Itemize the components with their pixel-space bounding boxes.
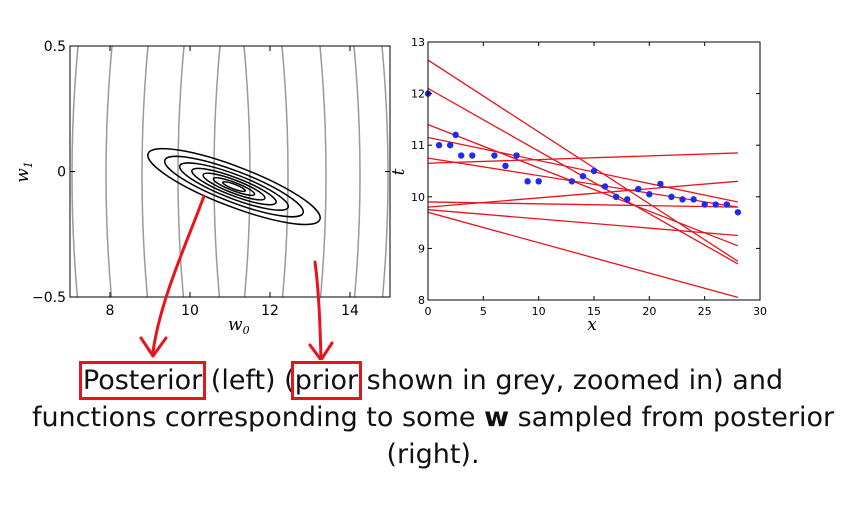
data-points [424,90,742,216]
posterior-contour [178,162,290,211]
posterior-samples-chart: 0 5 10 15 20 25 30 8 9 10 11 12 13 x t [389,36,767,335]
y-tick-label: 0 [57,165,66,181]
y-tick-label: 0.5 [44,39,66,55]
posterior-contour [147,147,321,226]
x-tick-label: 14 [341,303,359,319]
data-point [579,172,587,180]
prior-contour [281,46,289,297]
posterior-arrow [139,194,206,358]
prior-contour [319,46,327,297]
posterior-contour-chart: 8 10 12 14 −0.5 0 0.5 w0 w1 [13,39,391,337]
data-point [590,167,598,175]
posterior-contour [222,180,246,193]
x-tick-label: 0 [425,305,432,318]
data-point [701,201,708,208]
sample-lines [428,59,739,299]
data-point [446,142,454,149]
data-point [458,152,465,159]
x-tick-label: 10 [532,305,546,318]
y-tick-label: 11 [411,139,425,152]
left-axis-ticks: 8 10 12 14 −0.5 0 0.5 [32,39,390,319]
sample-line [428,123,739,247]
data-point [712,201,719,208]
data-point [679,196,686,203]
data-point [612,193,620,200]
y-tick-label: 12 [411,88,425,101]
posterior-contour [202,172,266,201]
left-ylabel: w1 [13,161,35,183]
sample-line [428,211,739,299]
data-point [668,193,675,200]
y-tick-label: 10 [411,191,425,204]
data-point [491,152,498,159]
left-plot-frame [69,45,391,298]
data-point [601,183,609,190]
posterior-contour [191,167,277,206]
prior-contours [71,46,389,297]
prior-contour [105,46,113,297]
data-point [469,152,476,159]
sample-line [428,157,738,208]
x-tick-label: 12 [261,303,279,319]
posterior-contours [147,147,321,226]
y-tick-label: −0.5 [32,290,66,306]
x-tick-label: 30 [753,305,767,318]
prior-arrow [308,260,334,360]
data-point [524,178,531,185]
sample-line [428,152,738,164]
data-point [568,178,576,185]
sample-line [428,136,738,203]
x-tick-label: 8 [106,303,115,319]
sample-line [428,180,738,208]
y-tick-label: 8 [418,294,425,307]
y-tick-label: 13 [411,36,425,49]
caption-text-3: functions corresponding to some [31,402,485,433]
sample-line [428,59,739,262]
data-point [452,131,459,139]
x-tick-label: 10 [181,303,199,319]
x-tick-label: 25 [698,305,712,318]
posterior-contour [163,155,305,218]
data-point [734,209,742,216]
y-tick-label: 9 [418,242,425,255]
sample-line [428,209,738,237]
caption-text-4: sampled from posterior [509,402,835,433]
data-point [513,152,520,159]
data-point [435,142,443,149]
prior-contour [177,46,185,297]
data-point [690,196,697,203]
caption-text-2: shown in grey, zoomed in) and [358,365,784,396]
prior-contour [353,46,361,297]
data-point [624,196,631,203]
x-tick-label: 5 [480,305,487,318]
right-xlabel: x [587,315,597,335]
posterior-contour [212,177,256,197]
right-axis-ticks: 0 5 10 15 20 25 30 8 9 10 11 12 13 [411,36,767,318]
caption: Posterior (left) (prior shown in grey, z… [0,361,866,473]
data-point [723,201,730,208]
caption-posterior-highlight: Posterior [78,361,207,400]
data-point [646,191,653,198]
caption-prior-highlight: prior [290,361,363,400]
x-tick-label: 20 [642,305,656,318]
prior-contour [141,46,149,297]
data-point [635,185,642,193]
x-tick-label: 15 [587,305,601,318]
caption-bold-w: w [484,402,510,433]
data-point [535,178,542,185]
data-point [657,180,664,188]
data-point [502,162,509,170]
caption-text-5: (right). [386,439,480,470]
figure: 8 10 12 14 −0.5 0 0.5 w0 w1 0 5 10 15 20 25 30 8 9 10 11… [13,36,767,360]
caption-text-1: (left) ( [202,365,295,396]
right-ylabel: t [389,168,409,175]
left-xlabel: w0 [228,315,250,337]
